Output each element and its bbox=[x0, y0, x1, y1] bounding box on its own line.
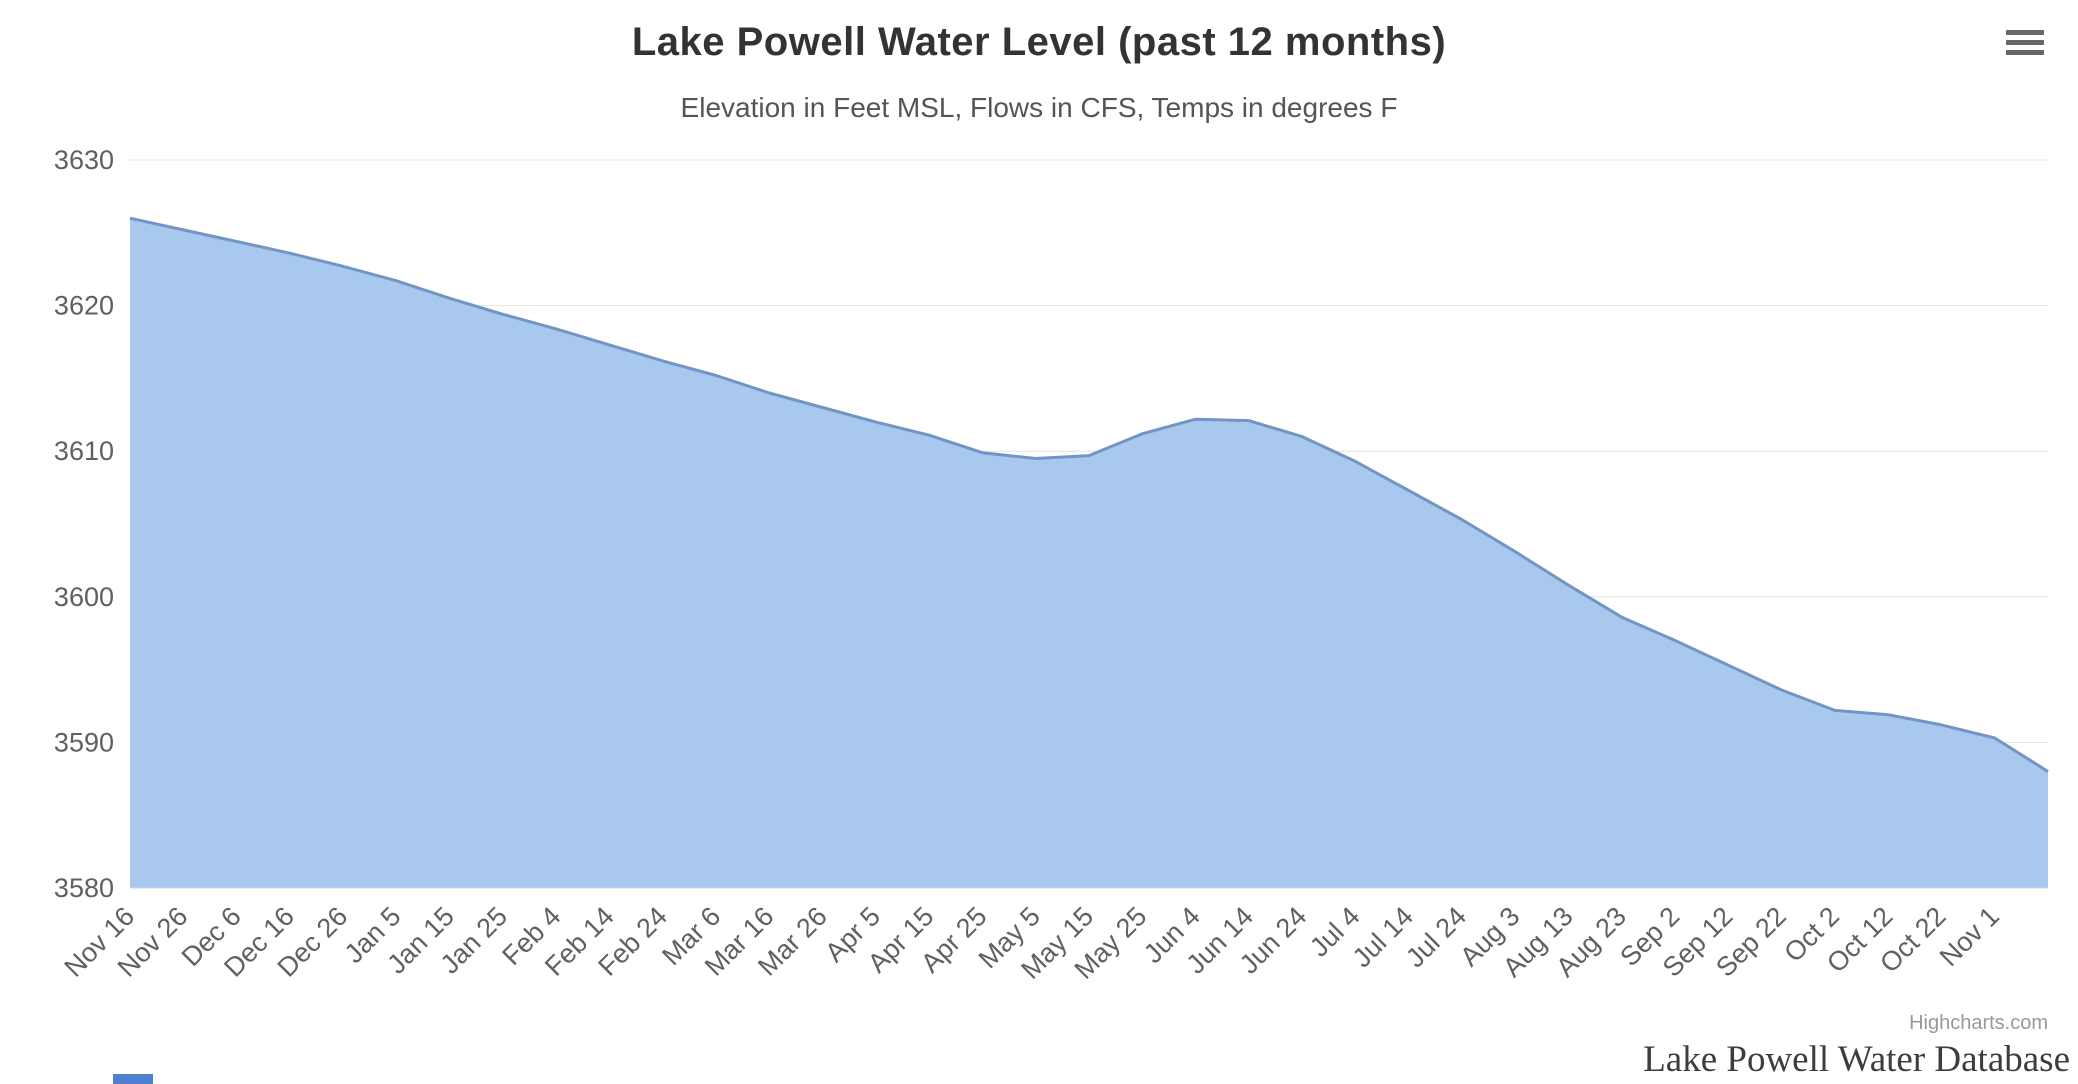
x-axis-label: Jul 24 bbox=[1400, 901, 1472, 973]
hamburger-icon bbox=[2006, 40, 2044, 45]
y-axis-label: 3580 bbox=[54, 873, 114, 903]
y-axis-label: 3600 bbox=[54, 582, 114, 612]
hamburger-icon bbox=[2006, 30, 2044, 35]
area-series-fill bbox=[130, 218, 2048, 888]
page-footer-title: Lake Powell Water Database bbox=[1643, 1039, 2070, 1080]
y-axis-label: 3610 bbox=[54, 436, 114, 466]
area-series-line bbox=[129, 216, 2049, 773]
x-axis-label: Jul 14 bbox=[1347, 901, 1419, 973]
y-axis-label: 3630 bbox=[54, 145, 114, 175]
chart-subtitle: Elevation in Feet MSL, Flows in CFS, Tem… bbox=[680, 92, 1398, 123]
chart-title: Lake Powell Water Level (past 12 months) bbox=[631, 20, 1447, 64]
y-axis-label: 3620 bbox=[54, 291, 114, 321]
y-axis-label: 3590 bbox=[54, 727, 114, 757]
export-menu-button[interactable] bbox=[2006, 30, 2044, 56]
highcharts-credit[interactable]: Highcharts.com bbox=[1909, 1012, 2048, 1034]
hamburger-icon bbox=[2006, 50, 2044, 55]
x-axis-label: Nov 1 bbox=[1934, 901, 2005, 972]
partial-element bbox=[113, 1074, 153, 1084]
